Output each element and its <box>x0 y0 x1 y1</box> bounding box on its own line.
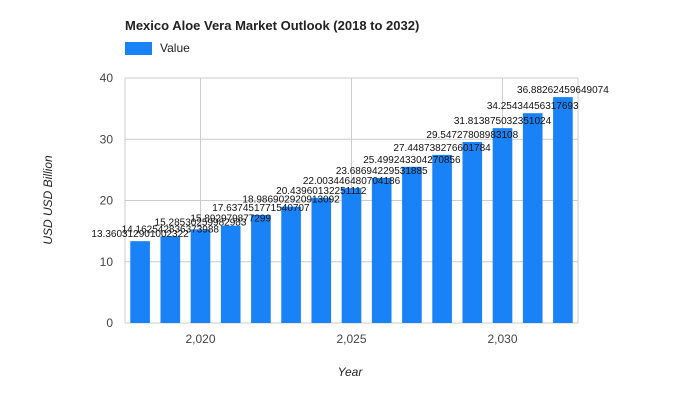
y-tick-label: 20 <box>100 194 114 208</box>
data-label: 15.892979877299 <box>190 214 271 225</box>
x-tick-label: 2,030 <box>487 332 517 346</box>
bar <box>160 236 181 323</box>
data-label: 22.003446480704186 <box>303 176 401 187</box>
bar <box>462 142 483 323</box>
x-tick-label: 2,025 <box>336 332 366 346</box>
bar <box>553 97 573 323</box>
data-label: 17.637451771540707 <box>212 203 310 214</box>
data-label: 23.68694229531885 <box>336 166 428 177</box>
bar <box>281 206 301 323</box>
data-label: 18.986902920913092 <box>242 195 340 206</box>
bar <box>402 166 422 323</box>
bar <box>371 177 392 323</box>
data-label: 13.360312901002322 <box>91 229 189 240</box>
data-label: 14.162542836373988 <box>122 224 220 235</box>
bar <box>492 128 513 323</box>
data-label: 36.88262459649074 <box>517 85 609 96</box>
bar <box>311 197 332 323</box>
bar <box>130 241 150 323</box>
y-axis-title: USD USD Billion <box>41 155 55 245</box>
data-label: 29.54727808983108 <box>426 130 518 141</box>
bar <box>190 229 211 323</box>
legend-swatch-value <box>125 41 152 55</box>
data-label: 20.43960132251112 <box>276 186 367 197</box>
bar <box>522 113 543 323</box>
bar <box>341 188 362 323</box>
y-tick-label: 10 <box>100 255 114 269</box>
data-label: 25.499243304270856 <box>363 155 461 166</box>
bar <box>220 225 241 323</box>
x-axis-title: Year <box>338 365 364 379</box>
chart-title: Mexico Aloe Vera Market Outlook (2018 to… <box>125 18 420 33</box>
y-tick-label: 0 <box>106 316 113 330</box>
data-label: 31.813875032351024 <box>454 116 552 127</box>
bar <box>432 154 452 323</box>
y-tick-label: 30 <box>100 132 114 146</box>
data-label: 34.25434456317693 <box>487 101 579 112</box>
y-tick-label: 40 <box>100 71 114 85</box>
legend: Value <box>125 41 190 55</box>
x-tick-label: 2,020 <box>185 332 215 346</box>
legend-label-value: Value <box>160 41 190 55</box>
bar <box>251 214 271 323</box>
data-label: 15.28530259982983 <box>155 217 247 228</box>
data-label: 27.448738276601784 <box>393 143 491 154</box>
